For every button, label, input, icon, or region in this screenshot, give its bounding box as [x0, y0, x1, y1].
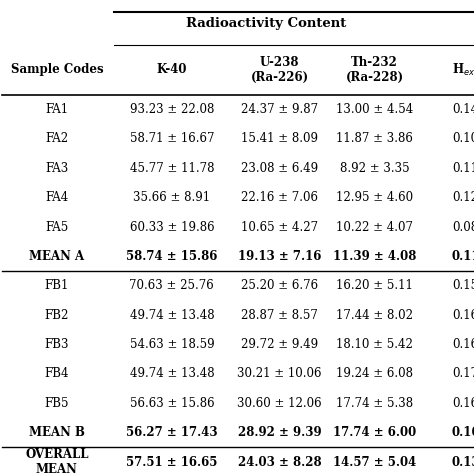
Text: 0.15: 0.15 [453, 279, 474, 292]
Text: 29.72 ± 9.49: 29.72 ± 9.49 [241, 338, 318, 351]
Text: 11.87 ± 3.86: 11.87 ± 3.86 [336, 132, 413, 146]
Text: 28.87 ± 8.57: 28.87 ± 8.57 [241, 309, 318, 322]
Text: 45.77 ± 11.78: 45.77 ± 11.78 [129, 162, 214, 175]
Text: MEAN B: MEAN B [29, 426, 85, 439]
Text: 19.13 ± 7.16: 19.13 ± 7.16 [238, 250, 321, 263]
Text: 24.37 ± 9.87: 24.37 ± 9.87 [241, 103, 318, 116]
Text: 17.74 ± 5.38: 17.74 ± 5.38 [336, 397, 413, 410]
Text: 17.74 ± 6.00: 17.74 ± 6.00 [333, 426, 416, 439]
Text: 93.23 ± 22.08: 93.23 ± 22.08 [129, 103, 214, 116]
Text: 56.27 ± 17.43: 56.27 ± 17.43 [126, 426, 218, 439]
Text: 30.21 ± 10.06: 30.21 ± 10.06 [237, 367, 322, 381]
Text: 57.51 ± 16.65: 57.51 ± 16.65 [126, 456, 218, 469]
Text: Radioactivity Content: Radioactivity Content [186, 17, 347, 30]
Text: 13.00 ± 4.54: 13.00 ± 4.54 [336, 103, 413, 116]
Text: 0.17: 0.17 [453, 367, 474, 381]
Text: 0.14: 0.14 [453, 103, 474, 116]
Text: 49.74 ± 13.48: 49.74 ± 13.48 [129, 367, 214, 381]
Text: FA2: FA2 [46, 132, 68, 146]
Text: 0.11: 0.11 [451, 250, 474, 263]
Text: 58.71 ± 16.67: 58.71 ± 16.67 [129, 132, 214, 146]
Text: 16.20 ± 5.11: 16.20 ± 5.11 [336, 279, 413, 292]
Text: 25.20 ± 6.76: 25.20 ± 6.76 [241, 279, 318, 292]
Text: 0.10: 0.10 [453, 132, 474, 146]
Text: 10.22 ± 4.07: 10.22 ± 4.07 [336, 220, 413, 234]
Text: 17.44 ± 8.02: 17.44 ± 8.02 [336, 309, 413, 322]
Text: 0.12: 0.12 [453, 191, 474, 204]
Text: FB3: FB3 [45, 338, 69, 351]
Text: 11.39 ± 4.08: 11.39 ± 4.08 [333, 250, 416, 263]
Text: 0.16: 0.16 [453, 309, 474, 322]
Text: FA5: FA5 [45, 220, 69, 234]
Text: 24.03 ± 8.28: 24.03 ± 8.28 [238, 456, 321, 469]
Text: Sample Codes: Sample Codes [10, 64, 103, 76]
Text: H$_{ext}$: H$_{ext}$ [452, 62, 474, 78]
Text: 49.74 ± 13.48: 49.74 ± 13.48 [129, 309, 214, 322]
Text: FB4: FB4 [45, 367, 69, 381]
Text: 18.10 ± 5.42: 18.10 ± 5.42 [336, 338, 413, 351]
Text: 35.66 ± 8.91: 35.66 ± 8.91 [133, 191, 210, 204]
Text: 0.13: 0.13 [451, 456, 474, 469]
Text: FB1: FB1 [45, 279, 69, 292]
Text: 19.24 ± 6.08: 19.24 ± 6.08 [336, 367, 413, 381]
Text: 12.95 ± 4.60: 12.95 ± 4.60 [336, 191, 413, 204]
Text: 70.63 ± 25.76: 70.63 ± 25.76 [129, 279, 214, 292]
Text: 14.57 ± 5.04: 14.57 ± 5.04 [333, 456, 416, 469]
Text: 15.41 ± 8.09: 15.41 ± 8.09 [241, 132, 318, 146]
Text: 0.16: 0.16 [453, 338, 474, 351]
Text: 22.16 ± 7.06: 22.16 ± 7.06 [241, 191, 318, 204]
Text: 28.92 ± 9.39: 28.92 ± 9.39 [238, 426, 321, 439]
Text: 56.63 ± 15.86: 56.63 ± 15.86 [129, 397, 214, 410]
Text: U-238
(Ra-226): U-238 (Ra-226) [251, 56, 309, 84]
Text: 30.60 ± 12.06: 30.60 ± 12.06 [237, 397, 322, 410]
Text: 58.74 ± 15.86: 58.74 ± 15.86 [126, 250, 218, 263]
Text: FB2: FB2 [45, 309, 69, 322]
Text: FB5: FB5 [45, 397, 69, 410]
Text: 60.33 ± 19.86: 60.33 ± 19.86 [129, 220, 214, 234]
Text: 54.63 ± 18.59: 54.63 ± 18.59 [129, 338, 214, 351]
Text: 8.92 ± 3.35: 8.92 ± 3.35 [340, 162, 409, 175]
Text: 0.11: 0.11 [453, 162, 474, 175]
Text: 0.16: 0.16 [453, 397, 474, 410]
Text: 0.16: 0.16 [451, 426, 474, 439]
Text: MEAN A: MEAN A [29, 250, 84, 263]
Text: 23.08 ± 6.49: 23.08 ± 6.49 [241, 162, 318, 175]
Text: K-40: K-40 [156, 64, 187, 76]
Text: Th-232
(Ra-228): Th-232 (Ra-228) [346, 56, 403, 84]
Text: FA4: FA4 [45, 191, 69, 204]
Text: OVERALL
MEAN: OVERALL MEAN [25, 448, 89, 474]
Text: FA1: FA1 [46, 103, 68, 116]
Text: 10.65 ± 4.27: 10.65 ± 4.27 [241, 220, 318, 234]
Text: FA3: FA3 [45, 162, 69, 175]
Text: 0.08: 0.08 [453, 220, 474, 234]
